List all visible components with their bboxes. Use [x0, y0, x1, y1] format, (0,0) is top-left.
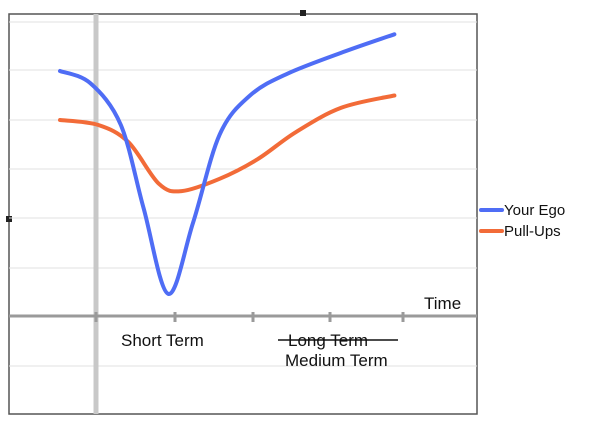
series-layer — [58, 32, 397, 296]
x-axis-title: Time — [424, 294, 461, 313]
series-line-your-ego — [58, 32, 397, 296]
x-tick-label-short-term: Short Term — [121, 331, 204, 350]
legend: Your Ego Pull-Ups — [479, 202, 565, 240]
chart-frame — [8, 13, 478, 415]
legend-label-pull-ups: Pull-Ups — [504, 223, 561, 240]
frame-handle-left — [6, 216, 12, 222]
x-tick-marks — [94, 312, 405, 322]
x-tick-label-medium-term: Medium Term — [285, 351, 388, 370]
legend-label-your-ego: Your Ego — [504, 202, 565, 219]
gridlines — [9, 21, 477, 367]
frame-handle-top — [300, 10, 306, 16]
series-line-pull-ups — [58, 93, 397, 194]
